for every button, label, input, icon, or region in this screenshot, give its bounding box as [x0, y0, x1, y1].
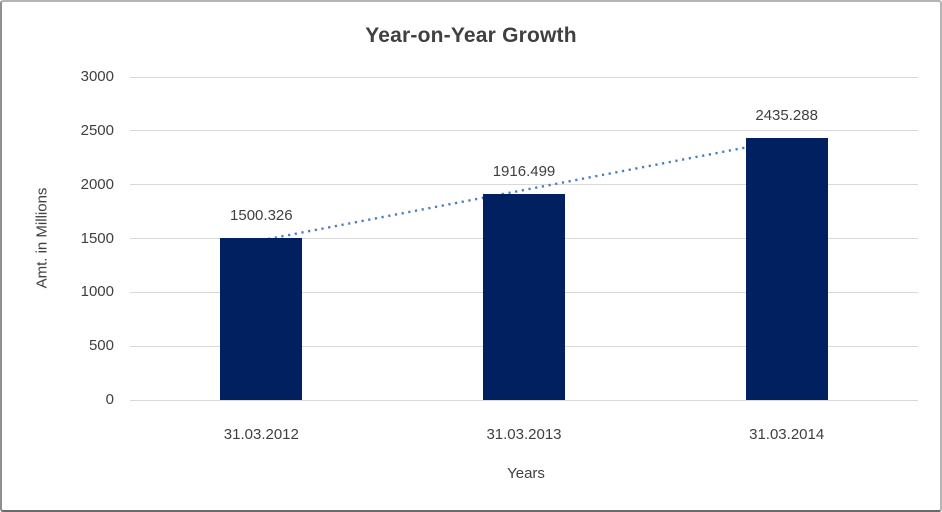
y-tick-label: 500: [88, 337, 114, 355]
x-axis-title: Years: [507, 465, 545, 482]
y-tick-label: 2000: [80, 175, 114, 193]
plot-area: 1500.326 1916.499 2435.288: [130, 76, 918, 401]
bar: [483, 193, 565, 400]
x-tick-label: 31.03.2012: [223, 426, 299, 443]
x-tick-label: 31.03.2014: [749, 426, 825, 443]
bar: [220, 238, 303, 400]
bar-value-label: 1916.499: [492, 162, 556, 180]
trendline: [261, 138, 787, 242]
bar-value-label: 1500.326: [230, 207, 293, 225]
bar: [745, 137, 828, 400]
y-tick-label: 2500: [80, 121, 114, 139]
chart-title: Year-on-Year Growth: [365, 24, 577, 47]
gridline: [130, 399, 918, 401]
bar-value-label: 2435.288: [755, 106, 818, 124]
y-tick-label: 0: [105, 391, 114, 408]
x-tick-label: 31.03.2013: [486, 426, 562, 443]
y-tick-label: 3000: [80, 68, 114, 85]
gridline: [130, 130, 918, 132]
gridline: [130, 76, 918, 78]
y-tick-label: 1500: [80, 229, 114, 247]
gridline: [130, 184, 918, 186]
y-tick-label: 1000: [80, 283, 114, 301]
